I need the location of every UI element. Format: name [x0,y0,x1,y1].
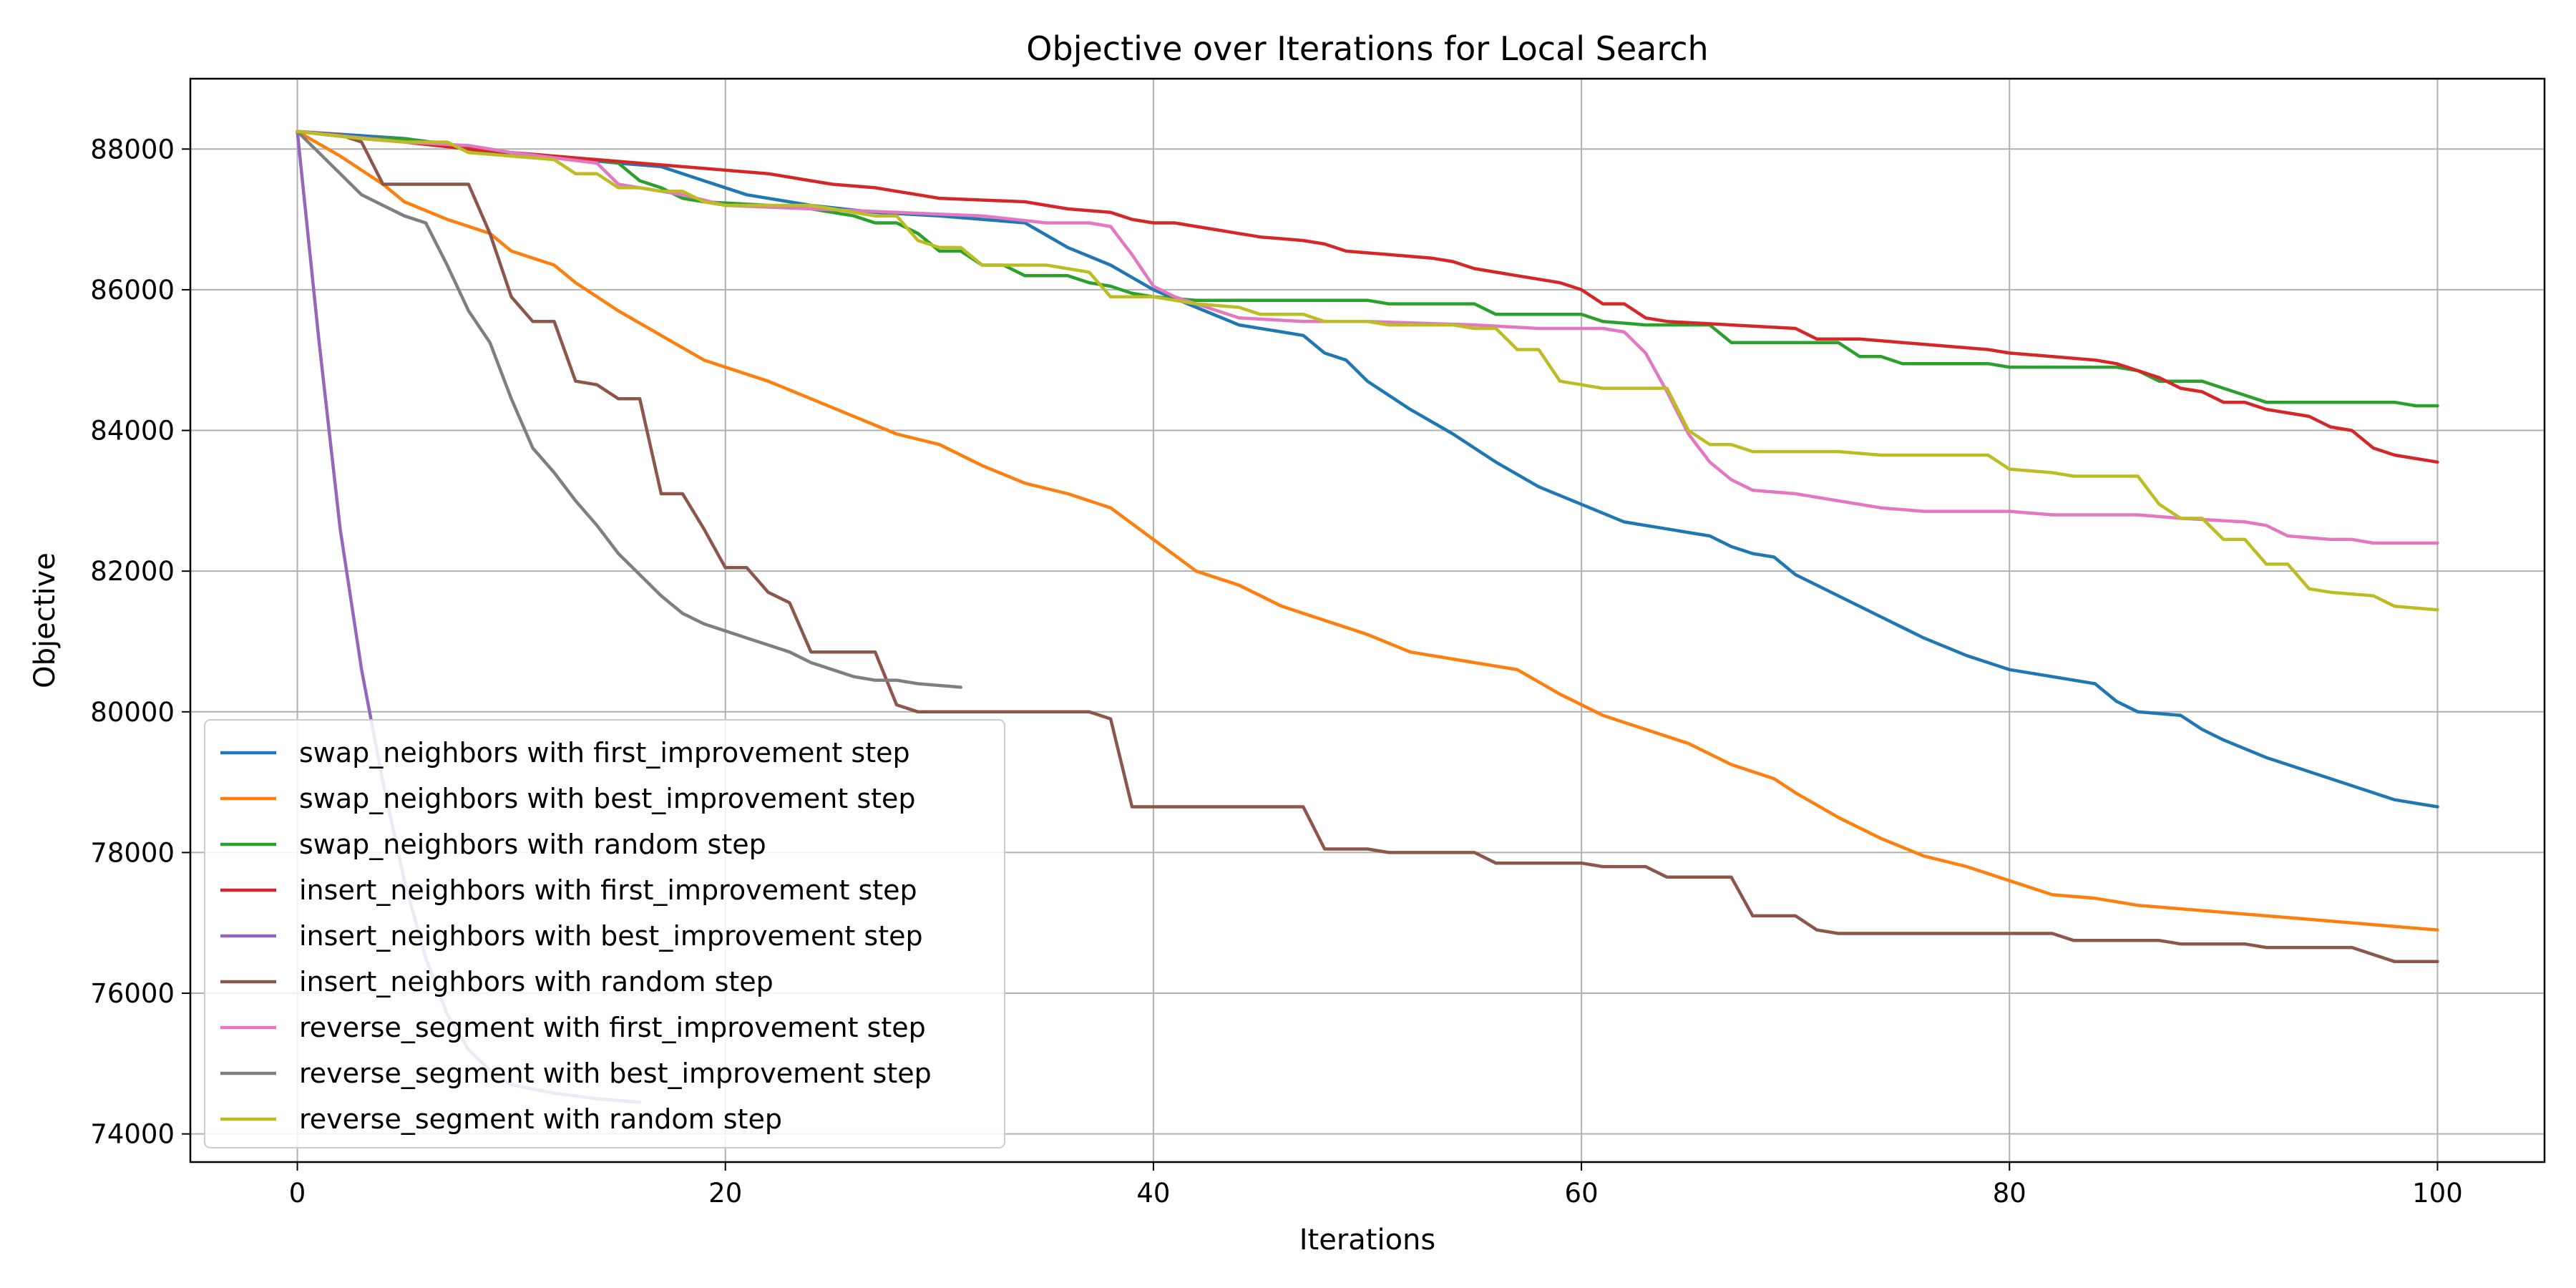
legend-label: insert_neighbors with random step [299,966,774,997]
series-line-6 [296,130,2439,964]
legend-label: swap_neighbors with random step [299,829,766,860]
x-tick-label: 40 [1136,1178,1170,1209]
y-tick-label: 74000 [90,1119,175,1150]
y-tick-label: 76000 [90,978,175,1009]
series-line-2 [296,130,2439,932]
legend-box [204,719,1005,1148]
legend-label: reverse_segment with best_improvement st… [299,1058,932,1089]
y-tick-label: 78000 [90,837,175,868]
y-tick-label: 82000 [90,556,175,587]
legend-label: reverse_segment with random step [299,1103,782,1135]
chart-title: Objective over Iterations for Local Sear… [1026,29,1708,68]
plot-area-frame [189,77,2546,1163]
x-tick-label: 100 [2412,1178,2463,1209]
x-tick-label: 20 [708,1178,742,1209]
y-tick-label: 80000 [90,697,175,728]
legend-label: reverse_segment with first_improvement s… [299,1012,926,1043]
legend: swap_neighbors with first_improvement st… [204,719,1005,1148]
series-line-8 [296,130,962,689]
legend-label: insert_neighbors with best_improvement s… [299,920,923,952]
x-axis-label: Iterations [1299,1224,1436,1257]
legend-label: swap_neighbors with first_improvement st… [299,737,910,769]
series-line-9 [296,130,2439,612]
y-tick-label: 88000 [90,134,175,165]
series-line-4 [296,130,2439,464]
y-tick-label: 86000 [90,275,175,306]
x-tick-label: 0 [289,1178,306,1209]
x-tick-label: 80 [1993,1178,2026,1209]
axis-ticks: 0 20 40 60 80 100 74000 76000 78000 80000 82000 840… [90,134,2462,1209]
legend-label: swap_neighbors with best_improvement ste… [299,783,916,814]
y-axis-label: Objective [29,552,62,688]
x-tick-label: 60 [1565,1178,1599,1209]
series-line-7 [296,130,2439,545]
legend-label: insert_neighbors with first_improvement … [299,874,917,906]
y-tick-label: 84000 [90,416,175,447]
